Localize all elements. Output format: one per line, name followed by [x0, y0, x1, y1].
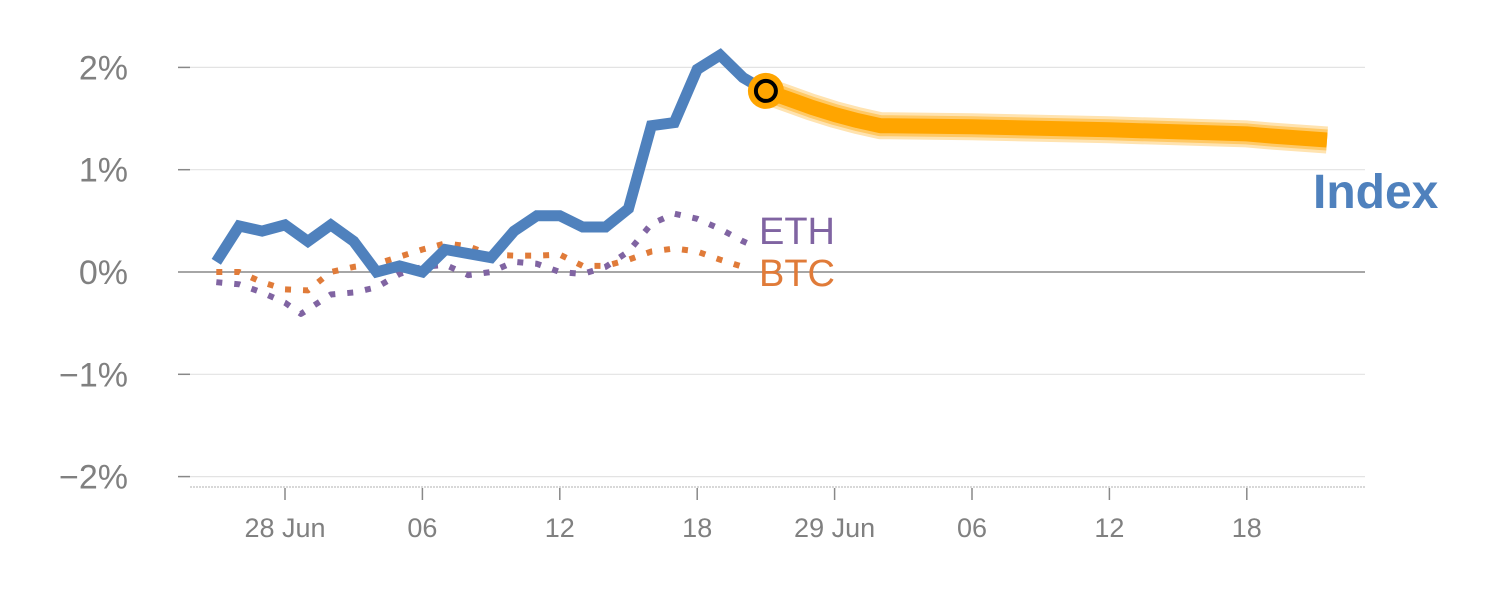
x-tick-label: 06	[407, 513, 437, 543]
x-tick-label: 06	[957, 513, 987, 543]
x-tick-label: 28 Jun	[244, 513, 325, 543]
y-tick-label: −1%	[59, 356, 128, 394]
btc-label: BTC	[759, 253, 835, 295]
y-tick-label: −2%	[59, 459, 128, 497]
y-tick-label: 0%	[79, 254, 128, 292]
x-tick-label: 18	[1232, 513, 1262, 543]
y-axis: 2% 1% 0% −1% −2%	[59, 49, 190, 497]
forecast-line	[763, 83, 1328, 148]
x-tick-label: 12	[545, 513, 575, 543]
eth-label: ETH	[759, 211, 835, 253]
x-tick-label: 12	[1094, 513, 1124, 543]
x-axis: 28 Jun 06 12 18 29 Jun 06 12 18	[190, 486, 1365, 543]
series-lines	[211, 48, 1328, 317]
y-tick-label: 2%	[79, 49, 128, 87]
x-tick-label: 18	[682, 513, 712, 543]
x-tick-label: 29 Jun	[794, 513, 875, 543]
btc-line	[216, 240, 744, 294]
index-line	[211, 48, 769, 279]
current-point-marker	[753, 78, 778, 103]
y-tick-label: 1%	[79, 152, 128, 190]
index-label: Index	[1313, 166, 1439, 219]
eth-line	[216, 210, 756, 317]
